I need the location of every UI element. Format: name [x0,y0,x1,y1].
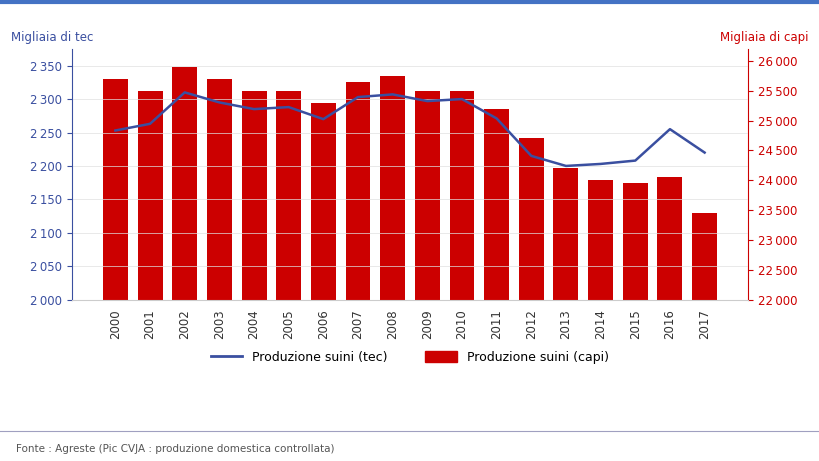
Bar [553,168,577,461]
Text: Fonte : Agreste (Pic CVJA : produzione domestica controllata): Fonte : Agreste (Pic CVJA : produzione d… [16,444,334,455]
Bar [138,91,162,461]
Bar [587,180,613,461]
Bar [102,79,128,461]
Bar [622,183,647,461]
Bar [345,82,370,461]
Bar [206,79,232,461]
Bar [172,67,197,461]
Bar [380,76,405,461]
Bar [449,91,474,461]
Bar [276,91,301,461]
Bar [691,213,717,461]
Text: Migliaia di capi: Migliaia di capi [719,31,808,44]
Bar [310,103,336,461]
Legend: Produzione suini (tec), Produzione suini (capi): Produzione suini (tec), Produzione suini… [206,346,613,369]
Bar [518,138,543,461]
Bar [657,177,681,461]
Text: Migliaia di tec: Migliaia di tec [11,31,93,44]
Bar [414,91,439,461]
Bar [483,109,509,461]
Bar [242,91,266,461]
